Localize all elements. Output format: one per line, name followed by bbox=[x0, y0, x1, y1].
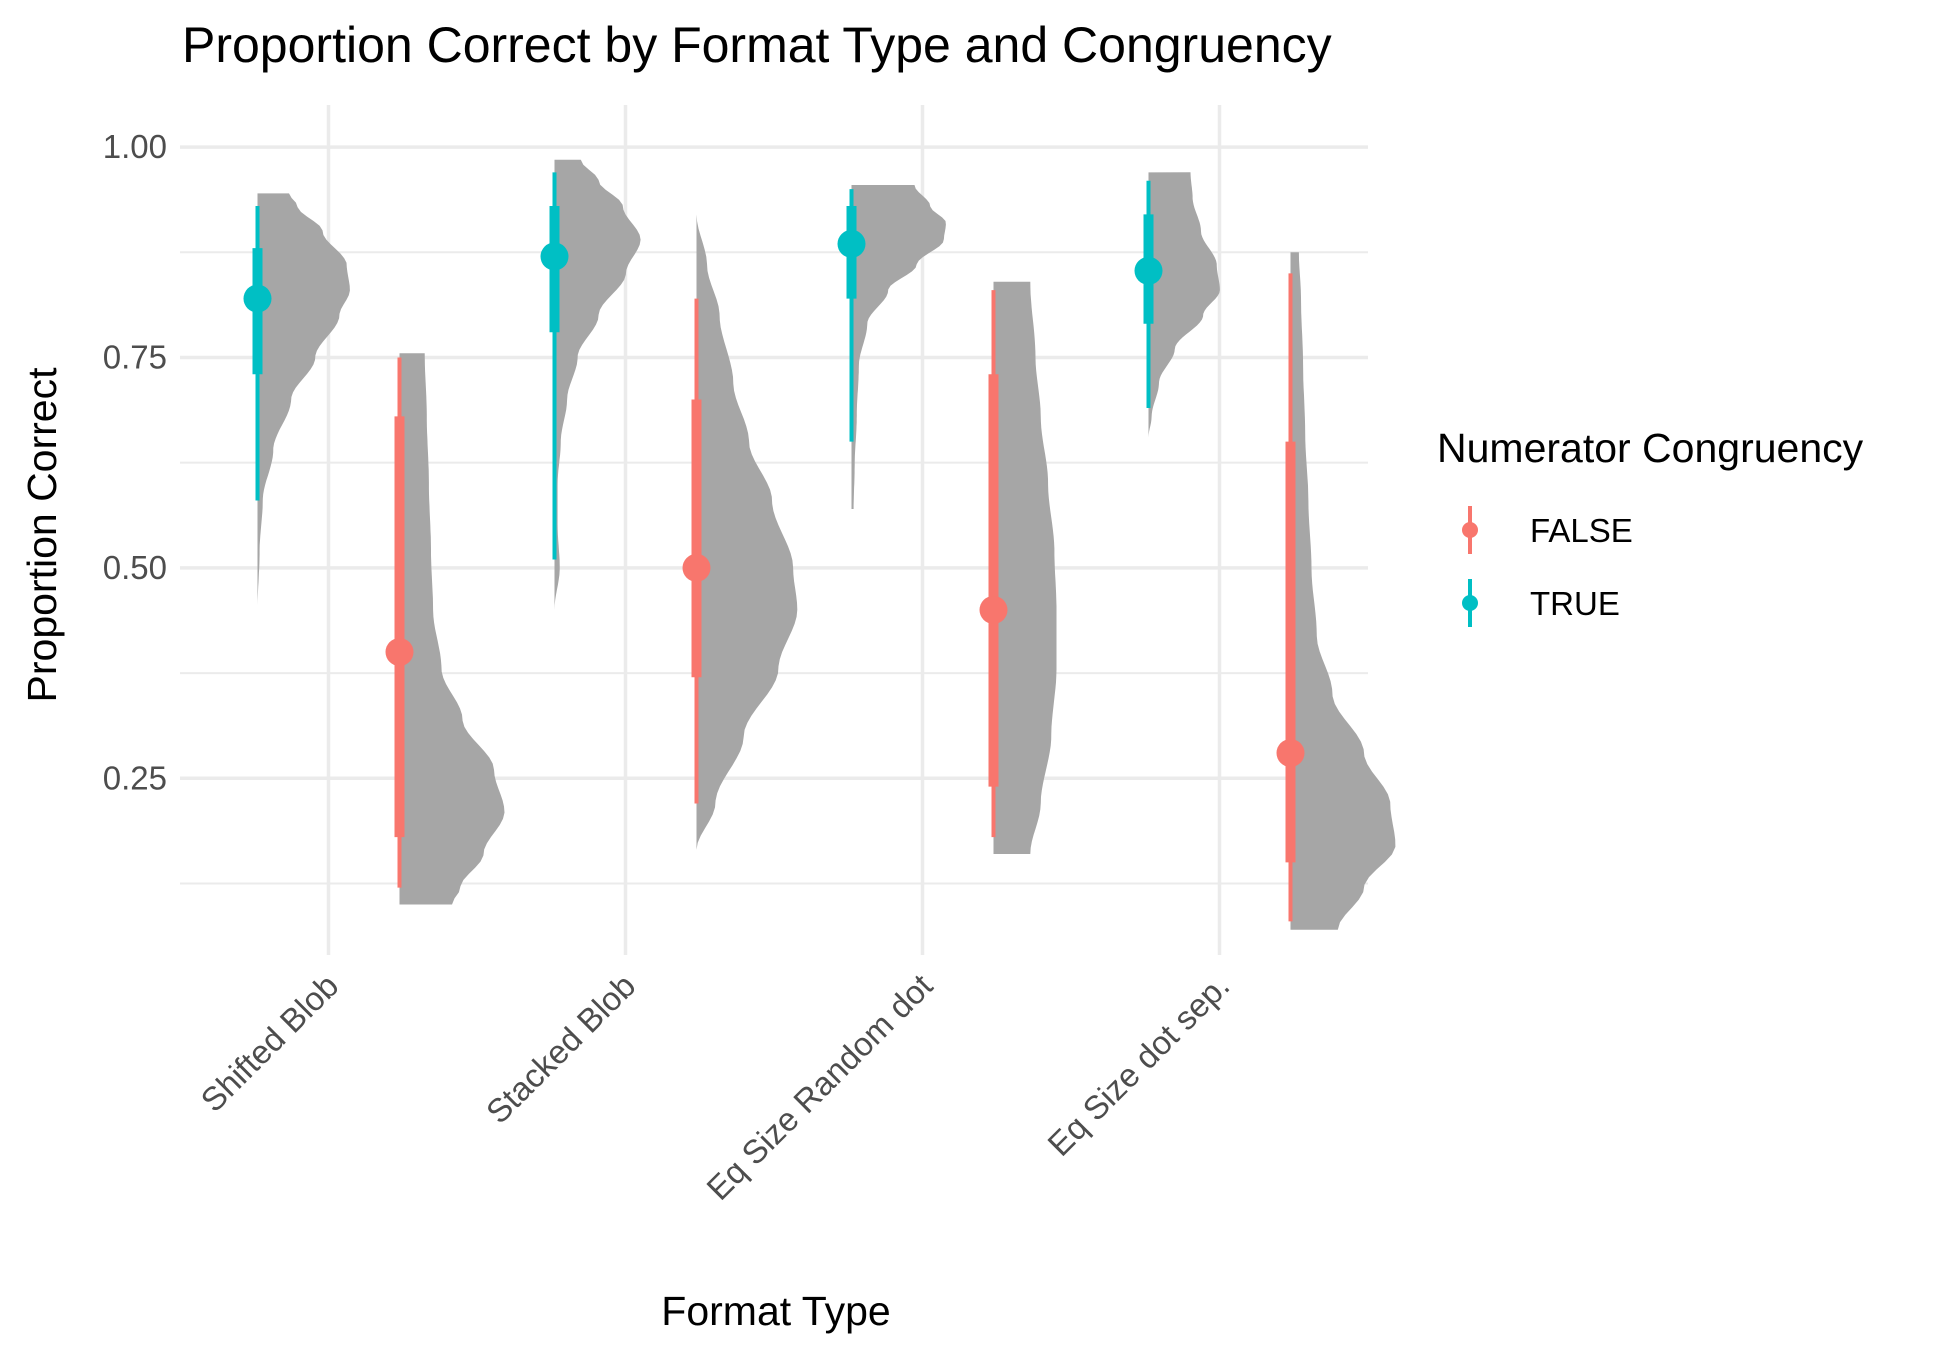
y-tick-label: 0.75 bbox=[103, 338, 167, 375]
density-slab bbox=[851, 184, 946, 509]
legend: Numerator Congruency FALSE TRUE bbox=[1437, 425, 1864, 627]
median-point bbox=[1276, 739, 1305, 768]
x-tick-label: Shifted Blob bbox=[193, 967, 345, 1119]
median-point bbox=[837, 229, 866, 258]
median-point bbox=[243, 284, 272, 313]
y-axis-ticks: 0.25 0.50 0.75 1.00 bbox=[103, 128, 167, 796]
x-tick-label: Eq Size Random dot bbox=[699, 967, 939, 1207]
density-slab bbox=[696, 214, 798, 850]
legend-key-point bbox=[1462, 522, 1478, 538]
density-slab bbox=[1290, 252, 1396, 930]
x-axis-ticks: Shifted Blob Stacked Blob Eq Size Random d… bbox=[193, 967, 1236, 1207]
median-point bbox=[682, 553, 711, 582]
median-point bbox=[1134, 256, 1163, 285]
legend-key-point bbox=[1462, 595, 1478, 611]
density-slab bbox=[399, 353, 505, 905]
x-axis-title: Format Type bbox=[661, 1288, 890, 1334]
y-tick-label: 0.25 bbox=[103, 759, 167, 796]
legend-title: Numerator Congruency bbox=[1437, 425, 1864, 471]
y-tick-label: 0.50 bbox=[103, 549, 167, 586]
median-point bbox=[385, 638, 414, 667]
density-slab bbox=[1148, 172, 1220, 438]
x-tick-label: Eq Size dot sep. bbox=[1040, 967, 1236, 1163]
density-layer bbox=[257, 159, 1396, 930]
legend-label: TRUE bbox=[1530, 585, 1620, 622]
chart-title: Proportion Correct by Format Type and Co… bbox=[182, 17, 1332, 73]
density-slab bbox=[257, 193, 350, 610]
density-slab bbox=[993, 281, 1057, 855]
median-point bbox=[979, 595, 1008, 624]
density-slab bbox=[554, 159, 641, 610]
y-tick-label: 1.00 bbox=[103, 128, 167, 165]
y-axis-title: Proportion Correct bbox=[19, 367, 65, 703]
legend-label: FALSE bbox=[1530, 512, 1633, 549]
median-point bbox=[540, 242, 569, 271]
interval-layer bbox=[243, 172, 1305, 922]
x-tick-label: Stacked Blob bbox=[479, 967, 643, 1131]
